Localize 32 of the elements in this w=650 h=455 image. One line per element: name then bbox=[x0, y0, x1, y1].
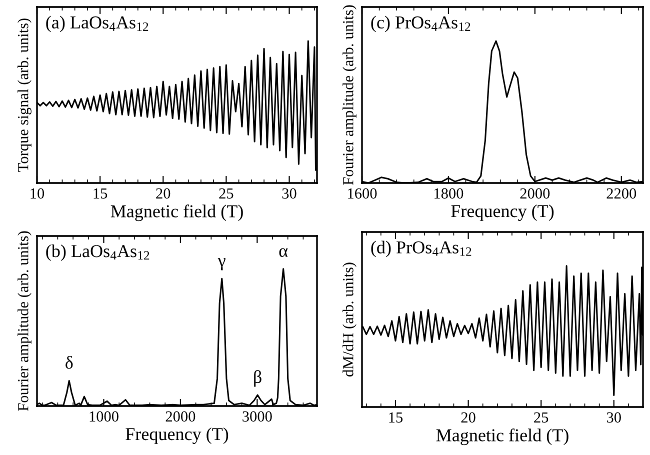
x-axis-title: Frequency (T) bbox=[451, 204, 554, 221]
x-axis-title: Magnetic field (T) bbox=[110, 204, 243, 222]
chart-title: (b) LaOs$_{4}$As$_{12}$ bbox=[46, 244, 150, 261]
x-tick-label: 10 bbox=[30, 188, 44, 199]
x-tick-label: 15 bbox=[389, 412, 403, 423]
annotation: δ bbox=[66, 356, 73, 369]
y-axis-title: Torque signal (arb. units) bbox=[18, 18, 32, 172]
x-tick-label: 30 bbox=[606, 412, 621, 423]
x-axis-title: Magnetic field (T) bbox=[436, 428, 568, 446]
x-tick-label: 2000 bbox=[520, 188, 550, 199]
chart-title: (a) LaOs$_{4}$As$_{12}$ bbox=[46, 16, 148, 32]
y-axis-title: Fourier amplitude (arb. units) bbox=[18, 231, 32, 411]
x-tick-label: 2000 bbox=[166, 411, 196, 422]
x-tick-label: 25 bbox=[219, 188, 234, 199]
y-axis-title: Fourier amplitude (arb. units) bbox=[342, 5, 356, 185]
x-tick-label: 20 bbox=[156, 188, 170, 199]
x-tick-label: 1800 bbox=[434, 188, 464, 199]
x-tick-label: 30 bbox=[282, 188, 296, 199]
annotation: γ bbox=[218, 258, 226, 270]
y-axis-title: dM/dH (arb. units) bbox=[342, 262, 356, 376]
x-tick-label: 3000 bbox=[242, 411, 272, 422]
x-tick-label: 1600 bbox=[348, 188, 377, 199]
x-tick-label: 20 bbox=[461, 412, 476, 423]
x-axis-title: Frequency (T) bbox=[126, 427, 228, 444]
x-tick-label: 1000 bbox=[90, 411, 118, 422]
x-tick-label: 25 bbox=[534, 412, 548, 423]
annotation: α bbox=[279, 248, 288, 257]
chart-title: (d) PrOs$_{4}$As$_{12}$ bbox=[371, 240, 472, 258]
annotation: β bbox=[254, 370, 262, 387]
x-tick-label: 2200 bbox=[606, 188, 636, 199]
chart-title: (c) PrOs$_{4}$As$_{12}$ bbox=[371, 16, 470, 32]
x-tick-label: 15 bbox=[94, 188, 108, 199]
